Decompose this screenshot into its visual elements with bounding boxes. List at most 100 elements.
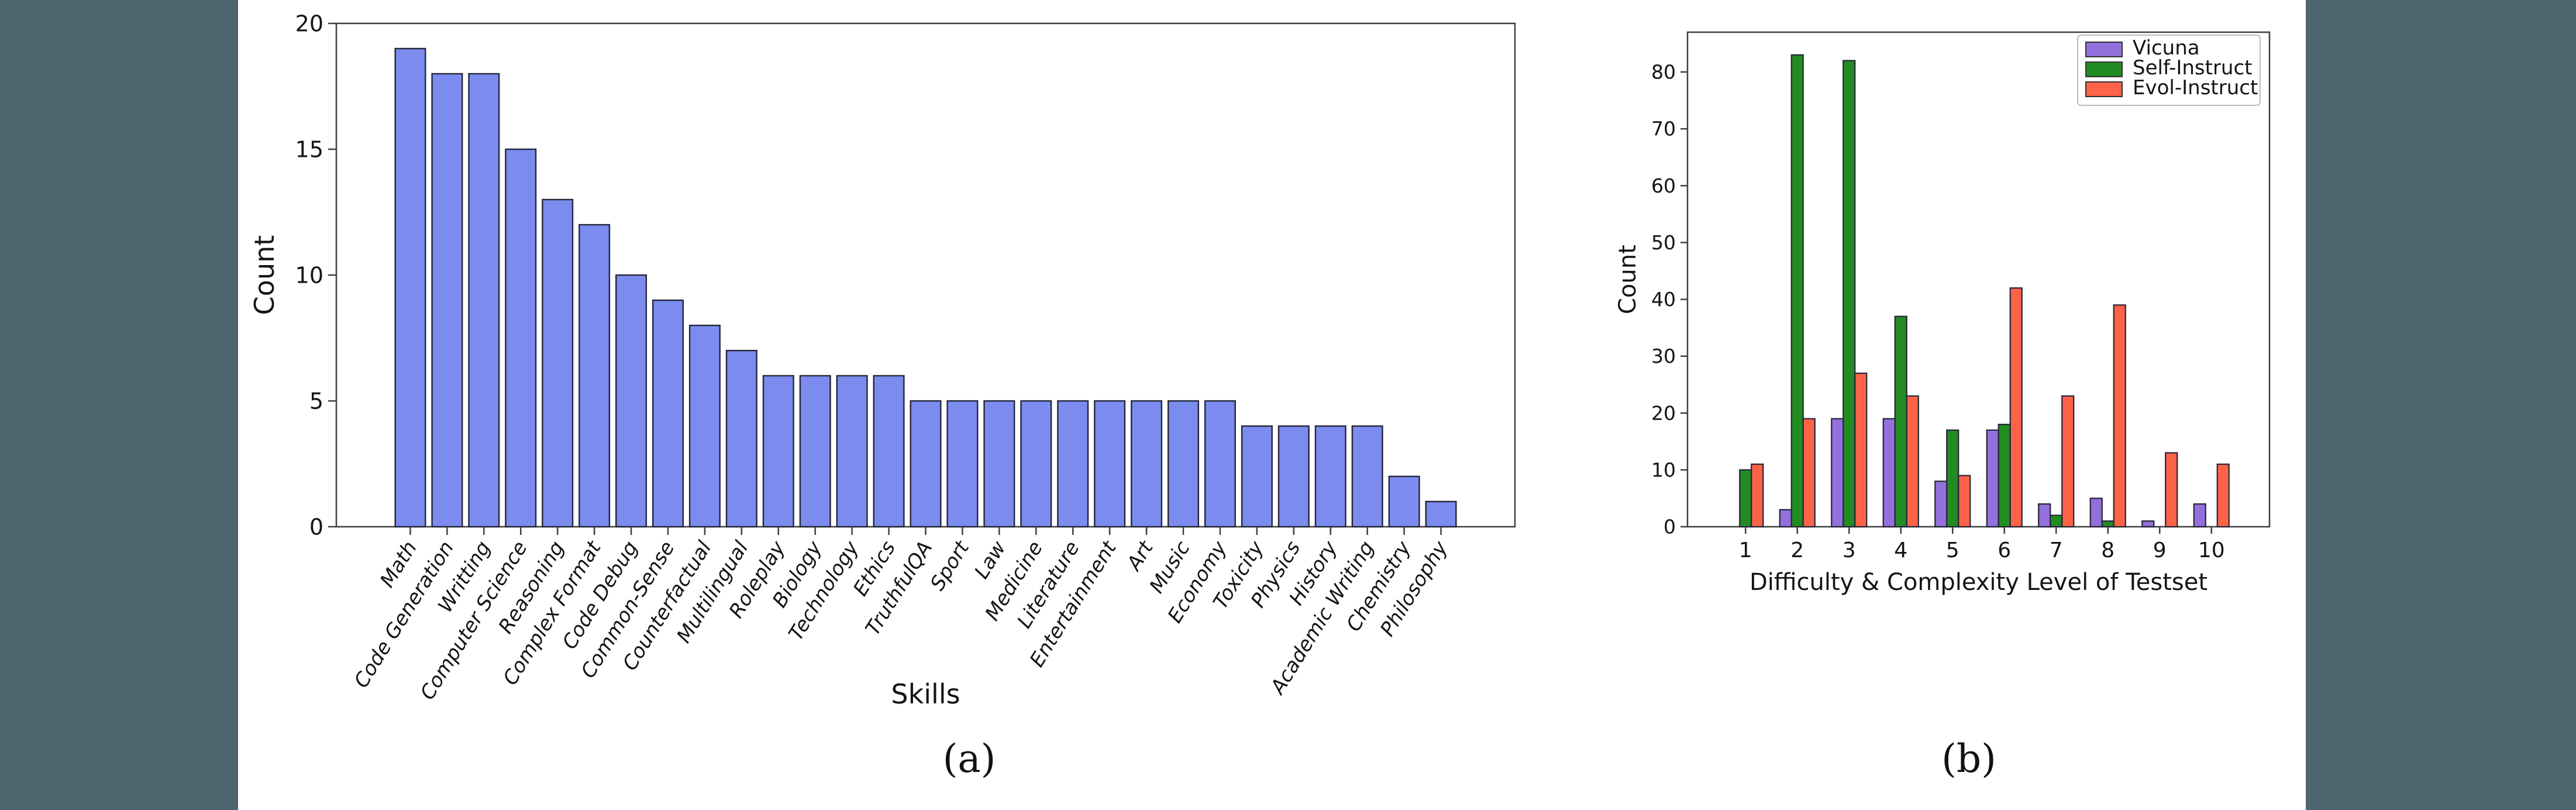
bar-literature — [1057, 400, 1089, 528]
bar-self-instruct-2 — [1790, 54, 1804, 528]
bar-vicuna-4 — [1882, 418, 1896, 528]
ytick-label-b-70: 70 — [1651, 118, 1676, 140]
xtick-label-b-2: 2 — [1790, 538, 1804, 562]
legend-swatch-self-instruct — [2085, 61, 2123, 77]
xtick-label-b-4: 4 — [1894, 538, 1907, 562]
bar-economy — [1204, 400, 1236, 528]
bar-ethics — [873, 375, 905, 528]
caption-b: (b) — [1941, 736, 1996, 781]
legend-label-vicuna: Vicuna — [2133, 36, 2200, 60]
bar-biology — [799, 375, 831, 528]
bar-history — [1314, 425, 1346, 528]
bar-vicuna-7 — [2038, 503, 2051, 528]
bar-roleplay — [762, 375, 794, 528]
ytick-label-b-10: 10 — [1651, 458, 1676, 481]
bar-vicuna-5 — [1934, 480, 1948, 528]
xtick-label-b-1: 1 — [1739, 538, 1752, 562]
bar-vicuna-10 — [2193, 503, 2206, 528]
xtick-label-a-art: Art — [1122, 536, 1159, 575]
bar-code-debug — [615, 274, 648, 528]
bar-writting — [468, 73, 500, 528]
bar-multilingual — [725, 349, 757, 528]
xtick-label-b-7: 7 — [2050, 538, 2063, 562]
ylabel-a: Count — [249, 235, 280, 315]
bar-vicuna-9 — [2141, 520, 2155, 528]
bar-evol-instruct-8 — [2113, 304, 2126, 528]
xtick-label-b-9: 9 — [2153, 538, 2167, 562]
chart-b: 0 10 20 30 40 50 60 70 80 Count 1 2 3 4 5 6 7 8 9 10 Difficu… — [1614, 31, 2271, 596]
bar-toxicity — [1241, 425, 1273, 528]
bar-counterfactual — [688, 324, 721, 528]
bar-vicuna-6 — [1986, 429, 1999, 528]
bar-computer-science — [505, 148, 537, 528]
bar-evol-instruct-2 — [1802, 418, 1816, 528]
legend-swatch-evol-instruct — [2085, 81, 2123, 97]
bar-self-instruct-6 — [1998, 424, 2011, 528]
xlabel-a: Skills — [891, 678, 960, 710]
bar-self-instruct-3 — [1843, 60, 1856, 528]
ytick-label-a-10: 10 — [295, 262, 323, 288]
plot-box-b — [1686, 31, 2271, 528]
bar-code-generation — [431, 73, 463, 528]
bar-art — [1131, 400, 1163, 528]
bar-self-instruct-8 — [2101, 520, 2114, 528]
ytick-label-b-0: 0 — [1664, 516, 1676, 538]
bar-evol-instruct-1 — [1751, 464, 1764, 528]
ytick-label-a-15: 15 — [295, 136, 323, 162]
bar-academic-writing — [1351, 425, 1383, 528]
bar-self-instruct-7 — [2050, 514, 2063, 528]
ytick-label-b-50: 50 — [1651, 231, 1676, 254]
bar-math — [394, 47, 426, 528]
bar-sport — [946, 400, 979, 528]
caption-a: (a) — [942, 736, 996, 781]
xtick-label-b-8: 8 — [2101, 538, 2114, 562]
xtick-label-a-sport: Sport — [926, 536, 974, 595]
bar-self-instruct-4 — [1894, 315, 1907, 528]
xtick-label-b-6: 6 — [1998, 538, 2011, 562]
legend-swatch-vicuna — [2085, 42, 2123, 57]
bar-common-sense — [652, 299, 684, 528]
bar-philosophy — [1425, 500, 1457, 528]
xtick-label-b-3: 3 — [1843, 538, 1856, 562]
bar-vicuna-2 — [1779, 509, 1792, 528]
bar-evol-instruct-9 — [2165, 452, 2178, 528]
bar-self-instruct-1 — [1739, 469, 1752, 528]
ytick-label-b-60: 60 — [1651, 174, 1676, 197]
ytick-label-b-20: 20 — [1651, 401, 1676, 424]
bar-complex-format — [578, 224, 611, 528]
bar-evol-instruct-7 — [2061, 395, 2075, 528]
ytick-label-b-40: 40 — [1651, 288, 1676, 311]
ytick-label-a-20: 20 — [295, 11, 323, 36]
ytick-label-a-0: 0 — [309, 514, 323, 540]
bar-vicuna-3 — [1831, 418, 1844, 528]
ytick-label-a-5: 5 — [309, 388, 323, 414]
xtick-label-b-10: 10 — [2198, 538, 2225, 562]
bar-medicine — [1020, 400, 1052, 528]
xtick-label-b-5: 5 — [1946, 538, 1959, 562]
bar-chemistry — [1388, 475, 1420, 528]
bar-evol-instruct-10 — [2216, 464, 2230, 528]
ytick-label-b-80: 80 — [1651, 61, 1676, 84]
bar-evol-instruct-6 — [2009, 287, 2023, 528]
bar-technology — [836, 375, 868, 528]
ylabel-b: Count — [1614, 245, 1641, 314]
bar-truthfulqa — [910, 400, 942, 528]
bar-vicuna-8 — [2089, 497, 2103, 528]
bar-music — [1168, 400, 1200, 528]
bar-evol-instruct-3 — [1854, 372, 1868, 528]
legend-label-self-instruct: Self-Instruct — [2133, 56, 2253, 80]
bar-reasoning — [542, 198, 574, 528]
bar-self-instruct-5 — [1946, 429, 1959, 528]
bar-physics — [1277, 425, 1310, 528]
bar-entertainment — [1094, 400, 1126, 528]
xlabel-b: Difficulty & Complexity Level of Testset — [1750, 569, 2207, 596]
bar-law — [983, 400, 1015, 528]
legend-label-evol-instruct: Evol-Instruct — [2133, 76, 2258, 99]
bar-evol-instruct-5 — [1958, 475, 1971, 528]
legend-box — [2077, 35, 2261, 106]
ytick-label-b-30: 30 — [1651, 345, 1676, 368]
